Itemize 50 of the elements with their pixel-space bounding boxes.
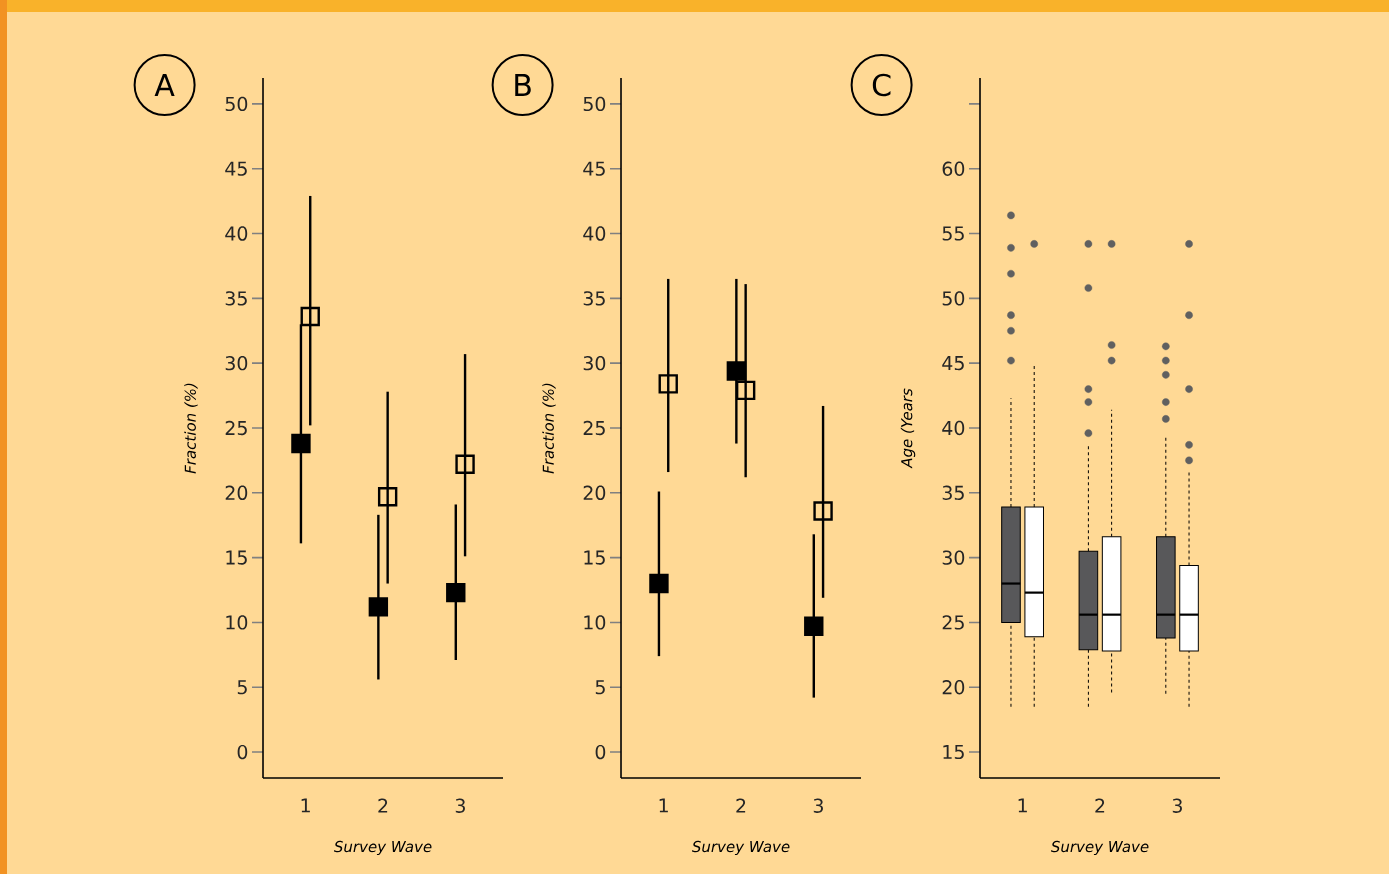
- y-tick-label: 55: [942, 226, 964, 241]
- y-tick-label: 30: [225, 355, 248, 371]
- x-tick-label: 1: [659, 798, 668, 813]
- y-tick-label: 35: [942, 485, 964, 500]
- y-tick-label: 50: [583, 96, 606, 112]
- y-tick-label: 10: [226, 615, 248, 630]
- x-axis-title: Survey Wave: [691, 840, 790, 856]
- y-tick-label: 45: [942, 356, 964, 371]
- y-tick-label: 25: [225, 420, 247, 436]
- y-tick-label: 20: [225, 485, 248, 500]
- y-tick-label: 15: [226, 550, 247, 565]
- y-tick-label: 5: [595, 680, 605, 695]
- x-axis-title: Survey Wave: [333, 840, 432, 856]
- y-tick-label: 35: [583, 291, 605, 306]
- x-tick-label: 3: [1172, 798, 1182, 813]
- text: B: [515, 74, 531, 96]
- y-axis-title: Fraction (%): [184, 383, 198, 474]
- x-tick-label: 2: [1095, 798, 1105, 813]
- y-tick-label: 0: [595, 744, 606, 760]
- y-tick-label: 30: [583, 355, 606, 371]
- y-tick-label: 35: [225, 291, 247, 306]
- x-tick-label: 1: [1018, 798, 1027, 813]
- y-tick-label: 40: [942, 420, 965, 436]
- y-tick-label: 0: [237, 744, 248, 760]
- x-tick-label: 1: [301, 798, 310, 813]
- y-tick-label: 10: [584, 615, 606, 630]
- y-tick-label: 40: [225, 226, 248, 241]
- y-tick-label: 50: [225, 96, 248, 112]
- x-axis-title: Survey Wave: [1050, 840, 1149, 856]
- y-tick-label: 20: [942, 680, 965, 695]
- y-tick-label: 45: [225, 161, 247, 176]
- x-tick-label: 3: [813, 798, 823, 813]
- y-tick-label: 15: [943, 745, 964, 760]
- y-tick-label: 40: [583, 226, 606, 241]
- x-tick-label: 2: [736, 798, 746, 813]
- y-tick-label: 50: [942, 291, 965, 306]
- y-tick-label: 15: [584, 550, 605, 565]
- text: C: [872, 73, 891, 97]
- x-tick-label: 2: [378, 798, 388, 813]
- y-axis-title: Age (Years: [900, 388, 916, 469]
- y-tick-label: 25: [583, 420, 605, 436]
- y-tick-label: 60: [942, 161, 965, 176]
- y-axis-title: Fraction (%): [542, 383, 556, 474]
- y-tick-label: 30: [942, 550, 965, 565]
- y-tick-label: 25: [942, 615, 964, 630]
- x-tick-label: 3: [455, 798, 465, 813]
- text: A: [154, 74, 175, 96]
- y-tick-label: 20: [583, 485, 606, 500]
- y-tick-label: 5: [237, 680, 247, 695]
- y-tick-label: 45: [583, 161, 605, 176]
